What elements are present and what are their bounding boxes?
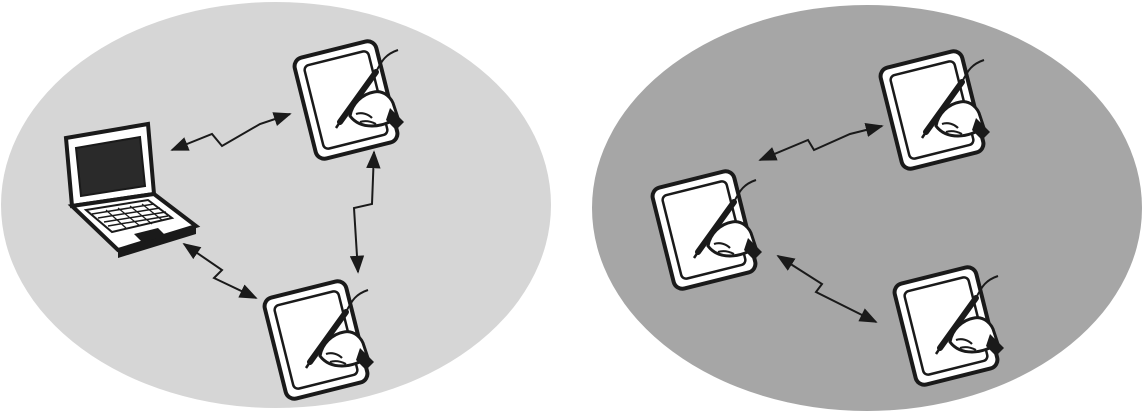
network-ellipse-left — [1, 2, 551, 408]
wireless-link-center-tablet-top-tablet — [758, 122, 884, 161]
network-ellipse-right — [592, 5, 1142, 411]
wireless-link-tablet-top-tablet-bottom — [349, 150, 381, 274]
wireless-link-laptop-tablet-bottom — [182, 242, 258, 299]
wireless-link-center-tablet-bottom-tablet — [776, 255, 878, 323]
wireless-link-laptop-tablet-top — [170, 112, 292, 151]
